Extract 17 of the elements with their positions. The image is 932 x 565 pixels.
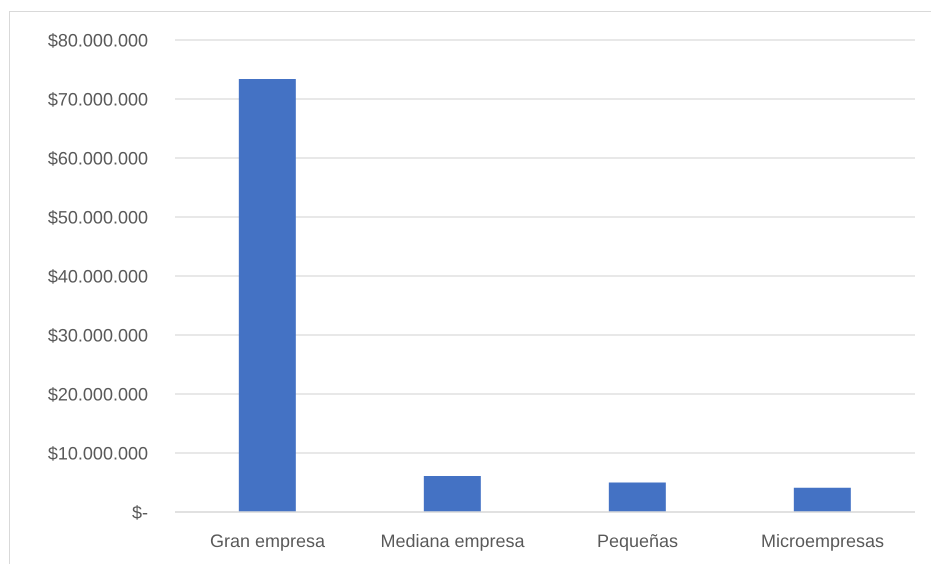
y-tick-label: $80.000.000 [48, 30, 148, 50]
y-tick-label: $60.000.000 [48, 148, 148, 168]
y-tick-label: $10.000.000 [48, 443, 148, 464]
bar [608, 482, 666, 512]
y-tick-label: $40.000.000 [48, 266, 148, 286]
x-tick-label: Mediana empresa [380, 530, 526, 551]
y-tick-label: $20.000.000 [48, 384, 148, 404]
y-tick-label: $70.000.000 [48, 89, 148, 110]
y-tick-label: $- [132, 502, 148, 522]
bar [424, 476, 481, 512]
y-tick-label: $30.000.000 [48, 325, 148, 346]
y-tick-label: $50.000.000 [48, 207, 148, 228]
bar [794, 488, 851, 512]
x-tick-label: Pequeñas [596, 530, 678, 551]
x-tick-label: Gran empresa [210, 530, 326, 551]
bar [238, 78, 296, 512]
x-tick-label: Microempresas [760, 530, 884, 551]
